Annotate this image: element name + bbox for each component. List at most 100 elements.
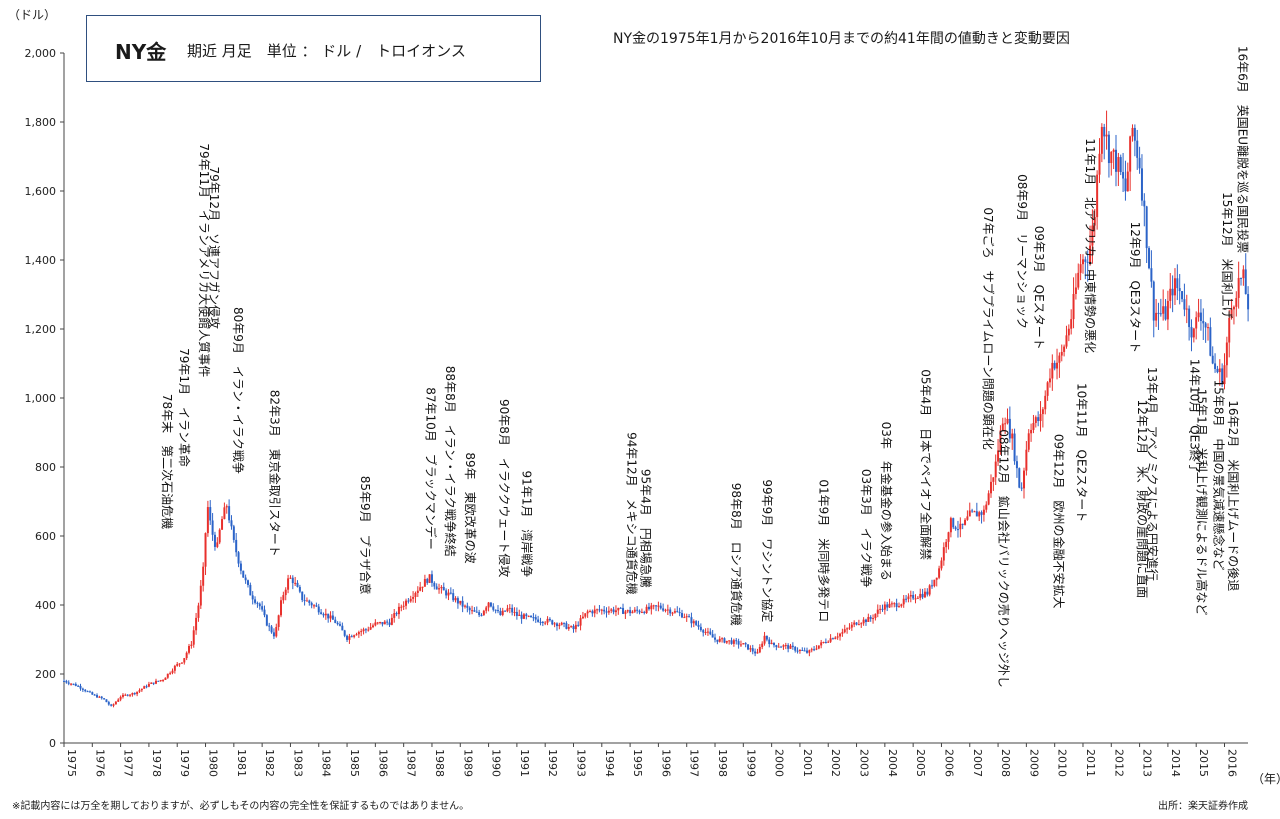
candle-body xyxy=(1209,327,1212,356)
candle-body xyxy=(829,638,832,642)
candle-body xyxy=(454,598,457,601)
candle-body xyxy=(1030,429,1033,434)
x-tick-label: 1983 xyxy=(291,749,304,777)
candle-body xyxy=(789,645,792,649)
candle-body xyxy=(371,625,374,628)
y-tick-label: 1,600 xyxy=(25,185,57,198)
candle-body xyxy=(494,609,497,611)
x-tick-label: 1977 xyxy=(122,749,135,777)
candle-body xyxy=(1195,317,1198,329)
candle-body xyxy=(706,631,709,633)
event-annotation: 16年6月 英国EU離脱を巡る国民投票 xyxy=(1236,46,1251,253)
candle-body xyxy=(980,512,983,515)
event-annotation: 79年1月 イラン革命 xyxy=(177,348,192,467)
candle-body xyxy=(876,609,879,614)
event-annotation: 03年 年金基金の参入始まる xyxy=(879,422,894,581)
candle-body xyxy=(801,650,804,652)
candle-body xyxy=(103,698,106,700)
x-tick-label: 2008 xyxy=(999,749,1012,777)
candle-body xyxy=(1157,312,1160,314)
candle-body xyxy=(659,605,662,609)
candle-body xyxy=(124,694,127,696)
candle-body xyxy=(841,632,844,634)
candle-body xyxy=(1152,281,1155,321)
candle-body xyxy=(895,603,898,608)
candle-body xyxy=(209,507,212,521)
candle-body xyxy=(982,509,985,515)
x-tick-label: 1996 xyxy=(659,749,672,777)
candle-body xyxy=(1089,245,1092,263)
candle-body xyxy=(152,682,155,684)
candle-body xyxy=(1074,287,1077,294)
event-annotation: 14年10月 QE3終了 xyxy=(1188,359,1203,474)
candle-body xyxy=(619,607,622,609)
candle-body xyxy=(221,519,224,530)
candle-body xyxy=(916,597,919,599)
candle-body xyxy=(230,520,233,527)
legend-name: NY金 xyxy=(115,40,167,64)
candle-body xyxy=(213,534,216,547)
candle-body xyxy=(711,634,714,638)
candle-body xyxy=(1065,335,1068,347)
candle-body xyxy=(624,611,627,614)
candle-body xyxy=(893,603,896,605)
candle-body xyxy=(886,604,889,608)
candle-body xyxy=(843,629,846,633)
x-tick-label: 1981 xyxy=(235,749,248,777)
candle-body xyxy=(402,605,405,607)
candle-body xyxy=(912,594,915,599)
candle-body xyxy=(813,649,816,651)
candle-body xyxy=(341,625,344,631)
candle-body xyxy=(692,621,695,624)
candle-body xyxy=(666,609,669,611)
candle-body xyxy=(718,638,721,642)
candle-body xyxy=(397,606,400,615)
candle-body xyxy=(242,570,245,578)
y-tick-label: 2,000 xyxy=(25,47,57,60)
candle-body xyxy=(890,603,893,605)
candle-body xyxy=(572,626,575,630)
candle-body xyxy=(869,616,872,619)
event-annotation: 08年12月 鉱山会社バリックの売りヘッジ外し xyxy=(996,429,1011,688)
candle-body xyxy=(850,624,853,628)
candle-body xyxy=(747,644,750,650)
candle-body xyxy=(480,615,483,617)
candle-body xyxy=(1148,248,1151,269)
y-tick-label: 600 xyxy=(35,530,56,543)
candle-body xyxy=(518,614,521,616)
candle-body xyxy=(317,606,320,613)
candle-body xyxy=(1131,127,1134,137)
y-axis-unit-label: （ドル） xyxy=(8,8,57,22)
candle-body xyxy=(780,646,783,648)
candle-body xyxy=(405,600,408,606)
candle-body xyxy=(704,631,707,633)
candle-body xyxy=(140,688,143,691)
candle-body xyxy=(683,617,686,619)
candle-body xyxy=(1223,365,1226,385)
candle-body xyxy=(180,662,183,664)
candle-body xyxy=(376,622,379,624)
candle-body xyxy=(744,643,747,645)
candle-body xyxy=(862,619,865,624)
candle-body xyxy=(652,605,655,607)
candle-body xyxy=(671,612,674,614)
candle-body xyxy=(409,598,412,602)
candle-body xyxy=(131,693,134,695)
event-annotation: 90年8月 イラククウェート侵攻 xyxy=(497,399,512,577)
event-annotation: 78年末 第二次石油危機 xyxy=(160,394,175,529)
candle-body xyxy=(1214,363,1217,369)
candle-body xyxy=(346,635,349,640)
candle-body xyxy=(527,615,530,617)
candle-body xyxy=(772,642,775,646)
candle-body xyxy=(105,699,108,703)
y-tick-label: 1,200 xyxy=(25,323,57,336)
candle-body xyxy=(796,650,799,652)
candle-body xyxy=(1086,261,1089,263)
candle-body xyxy=(126,694,129,696)
candle-body xyxy=(897,606,900,608)
candle-body xyxy=(254,599,257,603)
x-tick-label: 1995 xyxy=(631,749,644,777)
candle-body xyxy=(1053,362,1056,369)
candle-body xyxy=(478,612,481,616)
candle-body xyxy=(277,615,280,627)
